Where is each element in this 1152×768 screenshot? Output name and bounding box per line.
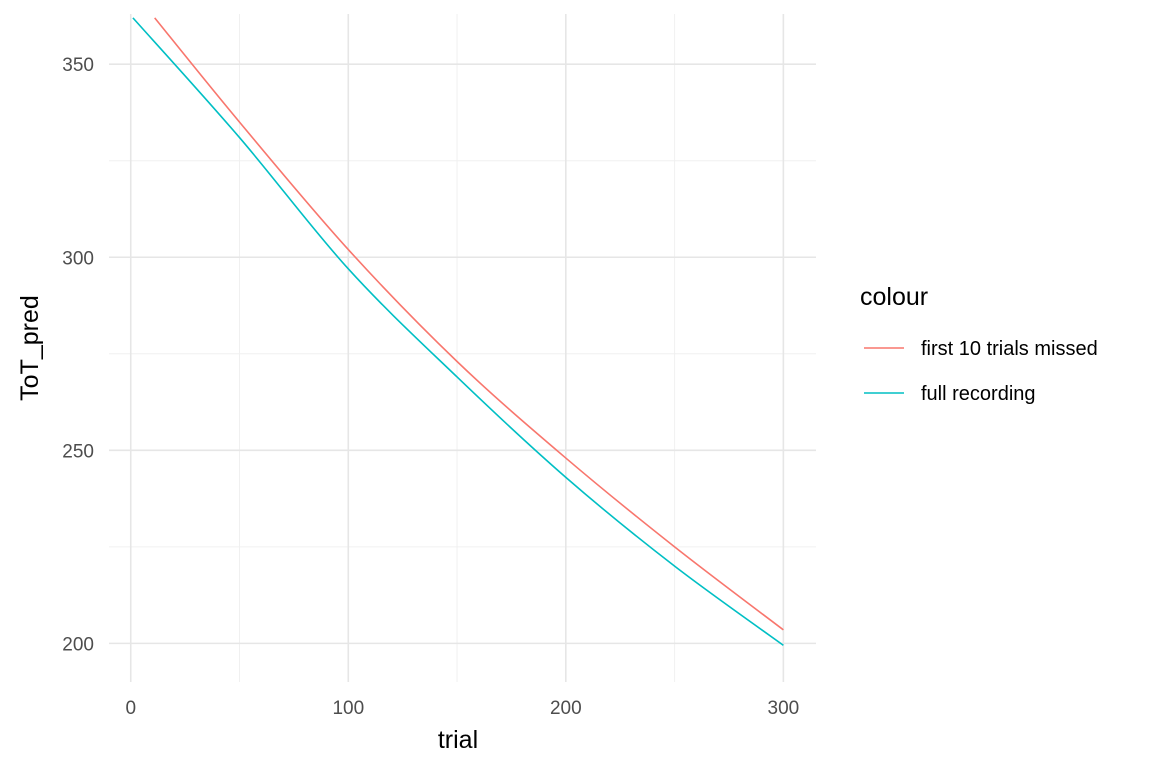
x-tick-label: 0 — [125, 698, 136, 719]
x-tick-label: 200 — [550, 698, 582, 719]
legend-label-first-10-trials-missed: first 10 trials missed — [921, 338, 1098, 360]
x-tick-label: 300 — [768, 698, 800, 719]
y-axis-title: ToT_pred — [16, 295, 44, 401]
legend-title: colour — [860, 283, 928, 311]
x-axis-tick-labels: 0 100 200 300 — [125, 698, 799, 719]
y-tick-label: 300 — [62, 248, 94, 269]
x-axis-title: trial — [438, 726, 478, 754]
series-line-first-10-trials-missed — [154, 17, 784, 631]
y-axis-tick-labels: 200 250 300 350 — [62, 55, 94, 655]
major-gridlines — [109, 14, 816, 682]
legend: colour first 10 trials missed full recor… — [860, 283, 1098, 405]
y-tick-label: 350 — [62, 55, 94, 76]
series-lines — [132, 17, 784, 646]
y-tick-label: 200 — [62, 634, 94, 655]
minor-gridlines — [109, 14, 816, 682]
x-tick-label: 100 — [332, 698, 364, 719]
legend-label-full-recording: full recording — [921, 383, 1036, 405]
y-tick-label: 250 — [62, 441, 94, 462]
series-line-full-recording — [132, 17, 784, 646]
